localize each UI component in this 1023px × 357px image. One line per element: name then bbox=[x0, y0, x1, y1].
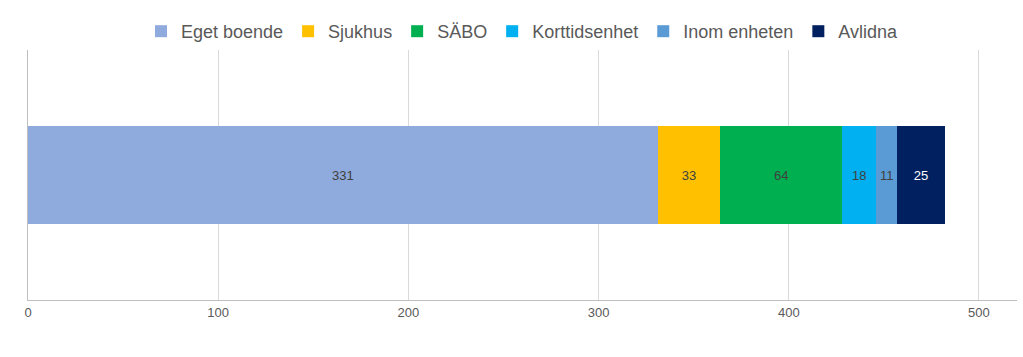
svg-text:Korttidsenhet: Korttidsenhet bbox=[532, 22, 638, 42]
svg-text:500: 500 bbox=[968, 305, 990, 320]
svg-text:11: 11 bbox=[880, 168, 894, 183]
svg-text:0: 0 bbox=[24, 305, 31, 320]
svg-text:18: 18 bbox=[852, 168, 866, 183]
svg-text:Avlidna: Avlidna bbox=[838, 22, 898, 42]
svg-text:64: 64 bbox=[774, 168, 788, 183]
svg-text:300: 300 bbox=[588, 305, 610, 320]
svg-text:100: 100 bbox=[207, 305, 229, 320]
svg-text:331: 331 bbox=[332, 168, 354, 183]
svg-text:200: 200 bbox=[398, 305, 420, 320]
svg-text:SÄBO: SÄBO bbox=[437, 22, 487, 42]
svg-text:33: 33 bbox=[682, 168, 696, 183]
svg-text:Inom enheten: Inom enheten bbox=[683, 22, 793, 42]
svg-text:400: 400 bbox=[778, 305, 800, 320]
svg-text:Sjukhus: Sjukhus bbox=[328, 22, 392, 42]
svg-text:Eget boende: Eget boende bbox=[181, 22, 283, 42]
svg-text:25: 25 bbox=[914, 168, 928, 183]
